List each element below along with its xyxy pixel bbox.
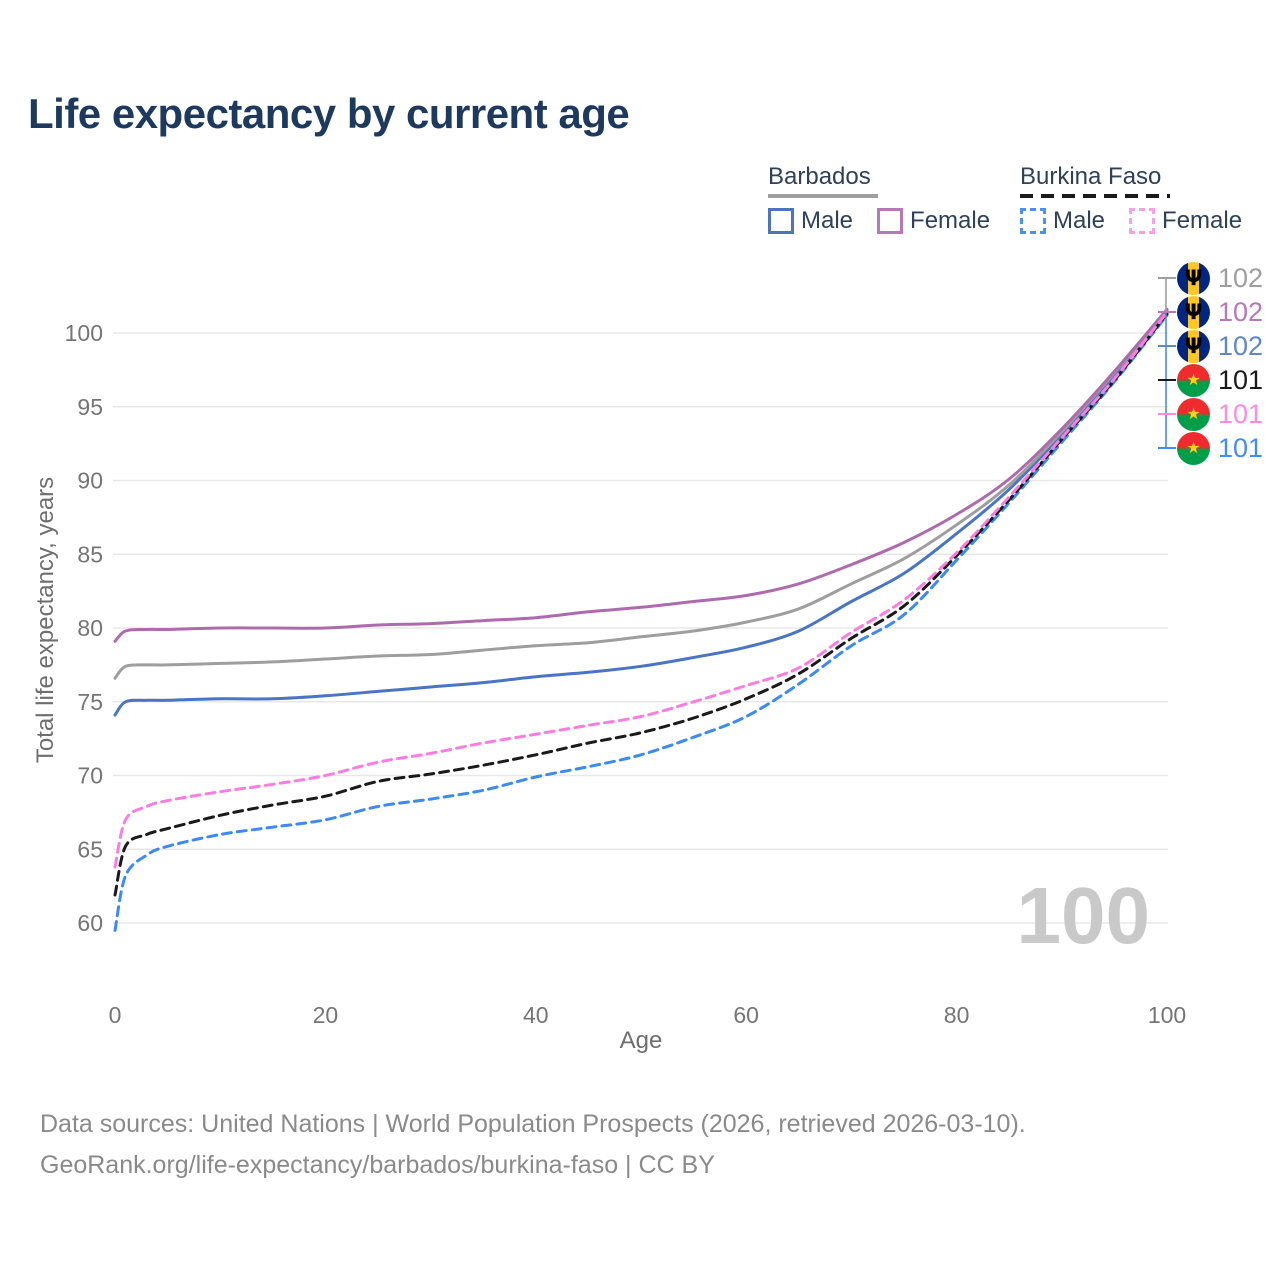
- page-title: Life expectancy by current age: [28, 90, 630, 137]
- legend-country-barbados[interactable]: Barbados: [768, 163, 871, 190]
- barbados-flag-icon: Ψ: [1177, 329, 1210, 363]
- end-label-row: Ψ 102: [1177, 295, 1264, 329]
- end-label-value: 101: [1218, 432, 1264, 463]
- y-tick-label: 60: [77, 910, 103, 936]
- legend-swatch-barbados-female: [877, 208, 904, 234]
- end-label-value: 101: [1218, 364, 1264, 395]
- legend-label-burkina-male: Male: [1053, 207, 1106, 234]
- legend-country-burkina-faso[interactable]: Burkina Faso: [1020, 163, 1162, 190]
- y-tick-label: 100: [65, 320, 103, 346]
- legend-label-barbados-female: Female: [910, 207, 991, 234]
- series-line-barbados: [113, 309, 1169, 680]
- legend-group-burkina-faso: Burkina Faso Male Female: [1020, 163, 1242, 235]
- x-axis-title: Age: [619, 1027, 663, 1054]
- legend-label-barbados-male: Male: [801, 207, 854, 234]
- end-label-row: ★ 101: [1177, 431, 1264, 465]
- end-label-row: ★ 101: [1177, 363, 1264, 397]
- y-tick-label: 65: [77, 836, 103, 862]
- x-tick-label: 80: [944, 1002, 970, 1028]
- x-tick-label: 40: [523, 1002, 549, 1028]
- legend-item-burkina-male[interactable]: Male: [1020, 207, 1105, 235]
- legend-swatch-barbados-male: [768, 208, 794, 234]
- legend-underline-barbados: [768, 194, 878, 198]
- trident-icon: Ψ: [1184, 299, 1203, 324]
- legend-swatch-burkina-female: [1129, 208, 1156, 234]
- y-tick-label: 70: [77, 763, 103, 789]
- legend-item-burkina-female[interactable]: Female: [1129, 207, 1242, 235]
- x-tick-label: 100: [1148, 1002, 1186, 1028]
- x-tick-label: 0: [109, 1002, 122, 1028]
- end-label-row: Ψ 102: [1177, 261, 1264, 295]
- footer-sources-line: Data sources: United Nations | World Pop…: [40, 1110, 1026, 1138]
- series-line-burkina-faso-male: [113, 313, 1169, 932]
- series-line-burkina-faso-female: [113, 310, 1169, 869]
- legend-label-burkina-female: Female: [1162, 207, 1243, 234]
- end-label-value: 101: [1218, 398, 1264, 429]
- x-tick-label: 60: [733, 1002, 759, 1028]
- legend-underline-burkina-faso: [1020, 194, 1170, 198]
- end-label-row: Ψ 102: [1177, 329, 1264, 363]
- y-tick-label: 80: [77, 615, 103, 641]
- legend-item-barbados-male[interactable]: Male: [768, 207, 853, 235]
- series-line-barbados-female: [113, 307, 1169, 643]
- age-watermark: 100: [1016, 871, 1150, 960]
- y-axis-title: Total life expectancy, years: [32, 476, 59, 764]
- footer-url-line[interactable]: GeoRank.org/life-expectancy/barbados/bur…: [40, 1151, 715, 1179]
- y-tick-label: 90: [77, 468, 103, 494]
- footer: Data sources: United Nations | World Pop…: [40, 1104, 1026, 1186]
- end-label-value: 102: [1218, 296, 1264, 327]
- y-tick-label: 95: [77, 394, 103, 420]
- legend-group-barbados: Barbados Male Female: [768, 163, 990, 235]
- series-line-barbados-male: [113, 310, 1169, 717]
- trident-icon: Ψ: [1184, 333, 1203, 358]
- end-label-row: ★ 101: [1177, 397, 1264, 431]
- barbados-flag-icon: Ψ: [1177, 261, 1210, 295]
- end-label-value: 102: [1218, 330, 1264, 361]
- star-icon: ★: [1186, 404, 1201, 423]
- x-tick-label: 20: [313, 1002, 339, 1028]
- barbados-flag-icon: Ψ: [1177, 295, 1210, 329]
- legend-item-barbados-female[interactable]: Female: [877, 207, 990, 235]
- y-tick-label: 75: [77, 689, 103, 715]
- burkina-faso-flag-icon: ★: [1177, 397, 1210, 431]
- legend-swatch-burkina-male: [1020, 208, 1046, 234]
- star-icon: ★: [1186, 438, 1201, 457]
- burkina-faso-flag-icon: ★: [1177, 363, 1210, 397]
- y-tick-label: 85: [77, 541, 103, 567]
- end-label-value: 102: [1218, 262, 1264, 293]
- star-icon: ★: [1186, 370, 1201, 389]
- trident-icon: Ψ: [1184, 265, 1203, 290]
- series-line-burkina-faso: [113, 312, 1169, 897]
- burkina-faso-flag-icon: ★: [1177, 431, 1210, 465]
